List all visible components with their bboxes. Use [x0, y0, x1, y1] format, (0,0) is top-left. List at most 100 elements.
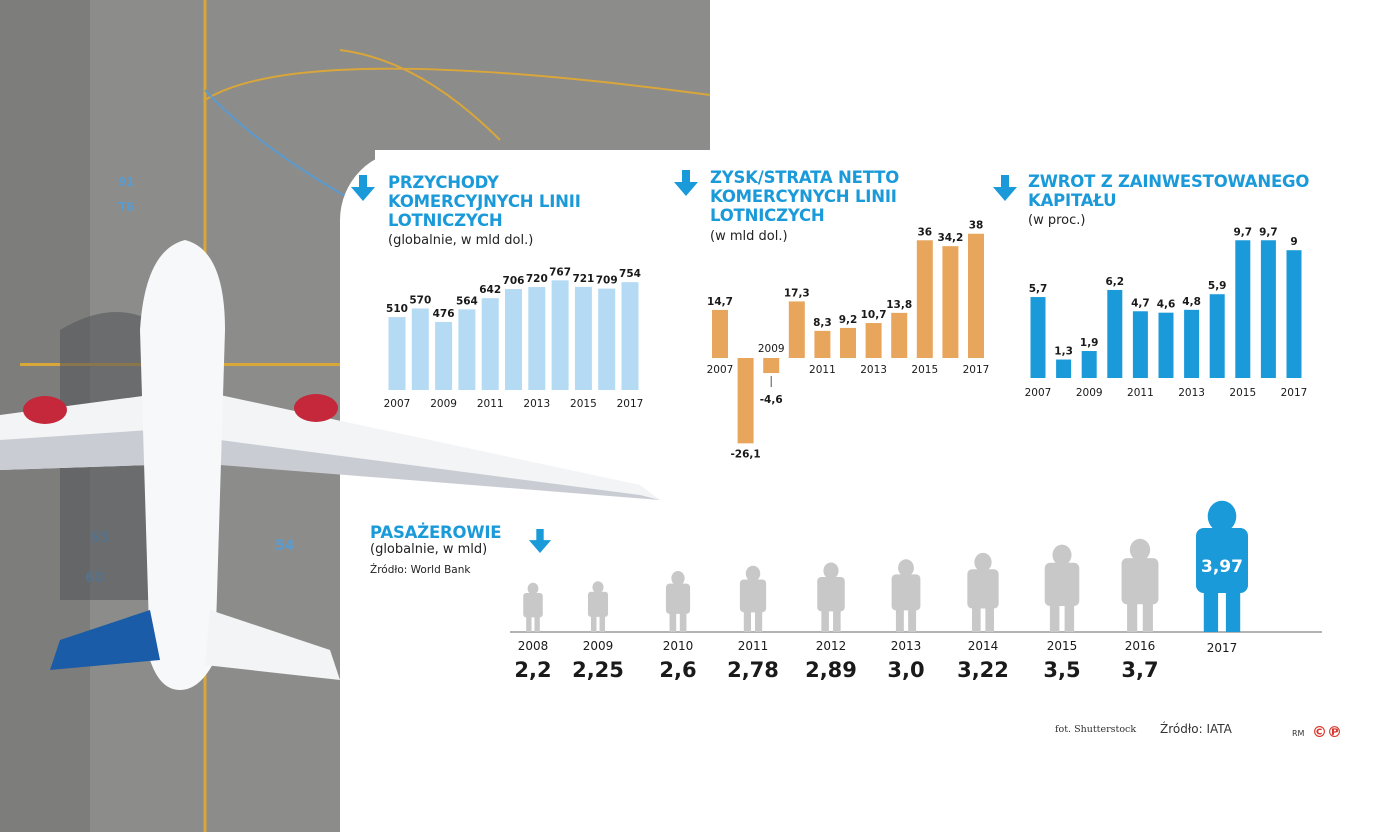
data-label: 2,25: [572, 658, 624, 682]
x-tick-label: 2007: [384, 398, 411, 410]
figure-part: [1044, 562, 1080, 607]
runway-marking: T6: [118, 200, 135, 214]
data-label: 10,7: [861, 309, 887, 321]
figure-part: [833, 604, 841, 632]
down-arrow-icon: [993, 175, 1017, 201]
title-line: ZYSK/STRATA NETTO: [710, 168, 900, 187]
figure-part: [972, 600, 981, 632]
figure-part: [908, 603, 917, 632]
data-label: 510: [386, 303, 408, 315]
bar-2008: [411, 308, 429, 390]
figure-part: [665, 583, 691, 614]
photo-credit: fot. Shutterstock: [1055, 724, 1137, 735]
data-label: 570: [409, 294, 431, 306]
data-label: 3,0: [887, 658, 924, 682]
figure-part: [898, 559, 914, 577]
bar-2012: [1158, 312, 1174, 378]
figure-part: [590, 611, 597, 632]
runway-marking: 54: [275, 538, 295, 554]
x-tick-label: 2011: [477, 398, 504, 410]
figure-part: [745, 565, 761, 582]
airplane-image: [0, 240, 660, 690]
data-label: 5,9: [1208, 280, 1227, 292]
data-label: 9,2: [839, 314, 858, 326]
bar-2017: [968, 233, 984, 358]
bar-2014: [551, 280, 569, 390]
bar-2011: [481, 298, 499, 390]
year-label: 2010: [663, 639, 694, 653]
year-label: 2016: [1125, 639, 1156, 653]
bar-2014: [891, 312, 908, 358]
figure-part: [891, 574, 921, 611]
data-label: 9: [1290, 236, 1297, 248]
bar-2009: [1081, 351, 1097, 378]
data-label: 9,7: [1233, 226, 1252, 238]
bar-2008: [737, 358, 754, 444]
data-label: 1,3: [1054, 346, 1073, 358]
data-label: 754: [619, 268, 641, 280]
x-tick-label: 2017: [963, 364, 990, 376]
data-label: 14,7: [707, 296, 733, 308]
data-label: 17,3: [784, 287, 810, 299]
x-tick-label: 2015: [570, 398, 597, 410]
data-label: 564: [456, 295, 478, 307]
bar-2015: [574, 286, 592, 390]
title-line: KOMERCYNYCH LINII: [710, 187, 897, 206]
data-label: 34,2: [937, 232, 963, 244]
roic-title: ZWROT Z ZAINWESTOWANEGO KAPITAŁU: [1028, 172, 1309, 210]
bar-2010: [458, 309, 476, 390]
bar-2013: [528, 287, 546, 390]
x-tick-label: 2017: [1281, 387, 1308, 399]
bar-2013: [1184, 309, 1200, 378]
data-label: 709: [596, 275, 618, 287]
passengers-title: PASAŻEROWIE: [370, 523, 502, 542]
figure-part: [1196, 528, 1248, 593]
figure-part: [739, 579, 767, 613]
infographic-panel: [340, 150, 1400, 832]
bar-2011: [814, 330, 831, 358]
figure-part: [754, 605, 763, 632]
x-tick-label: 2009: [758, 343, 785, 355]
runway-marking: 91: [118, 175, 135, 189]
author-initials: RM: [1292, 729, 1305, 738]
data-label: 706: [503, 275, 525, 287]
down-arrow-icon: [674, 170, 698, 196]
bar-2016: [942, 246, 959, 358]
x-tick-label: 2015: [911, 364, 938, 376]
figure-part: [1129, 538, 1151, 561]
data-label: 36: [917, 226, 932, 238]
figure-part: [1203, 580, 1219, 632]
figure-part: [679, 607, 687, 632]
bar-2008: [1056, 359, 1072, 378]
x-tick-label: 2007: [1025, 387, 1052, 399]
data-label-highlight: 3,97: [1201, 557, 1243, 577]
data-label: 4,8: [1182, 296, 1201, 308]
passengers-subtitle: (globalnie, w mld): [370, 542, 488, 557]
data-label: 2,78: [727, 658, 779, 682]
year-label: 2012: [816, 639, 847, 653]
data-label: 9,7: [1259, 226, 1278, 238]
x-tick-label: 2013: [1178, 387, 1205, 399]
bar-2013: [865, 323, 882, 358]
figure-part: [895, 603, 904, 632]
year-label: 2013: [891, 639, 922, 653]
figure-part: [967, 569, 999, 609]
figure-part: [823, 562, 839, 580]
bar-2009: [435, 321, 453, 390]
figure-part: [587, 591, 609, 617]
x-tick-label: 2015: [1229, 387, 1256, 399]
figure-part: [592, 581, 604, 594]
x-tick-label: 2007: [707, 364, 734, 376]
bar-2007: [1030, 297, 1046, 378]
passenger-figure-2014: [967, 552, 999, 632]
figure-part: [1142, 595, 1153, 632]
year-label: 2009: [583, 639, 614, 653]
figure-part: [1049, 597, 1060, 632]
passenger-figure-2012: [817, 562, 845, 632]
figure-part: [1207, 500, 1237, 532]
bar-2014: [1209, 294, 1225, 378]
data-label: 38: [969, 220, 984, 232]
passenger-figure-2013: [891, 559, 921, 632]
x-tick-label: 2013: [860, 364, 887, 376]
